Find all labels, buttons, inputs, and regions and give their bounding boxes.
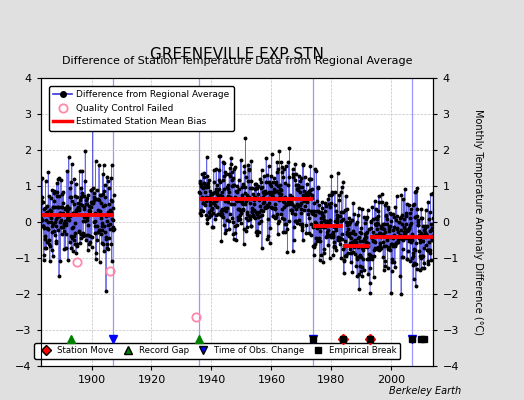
Legend: Station Move, Record Gap, Time of Obs. Change, Empirical Break: Station Move, Record Gap, Time of Obs. C… — [34, 343, 400, 359]
Text: Difference of Station Temperature Data from Regional Average: Difference of Station Temperature Data f… — [62, 56, 412, 66]
Y-axis label: Monthly Temperature Anomaly Difference (°C): Monthly Temperature Anomaly Difference (… — [473, 109, 483, 335]
Title: GREENEVILLE EXP STN: GREENEVILLE EXP STN — [150, 47, 324, 62]
Text: Berkeley Earth: Berkeley Earth — [389, 386, 461, 396]
